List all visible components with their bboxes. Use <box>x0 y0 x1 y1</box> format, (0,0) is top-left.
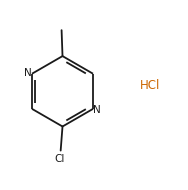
Text: HCl: HCl <box>139 79 160 92</box>
Text: Cl: Cl <box>55 154 65 164</box>
Text: N: N <box>24 68 31 78</box>
Text: N: N <box>93 105 101 115</box>
